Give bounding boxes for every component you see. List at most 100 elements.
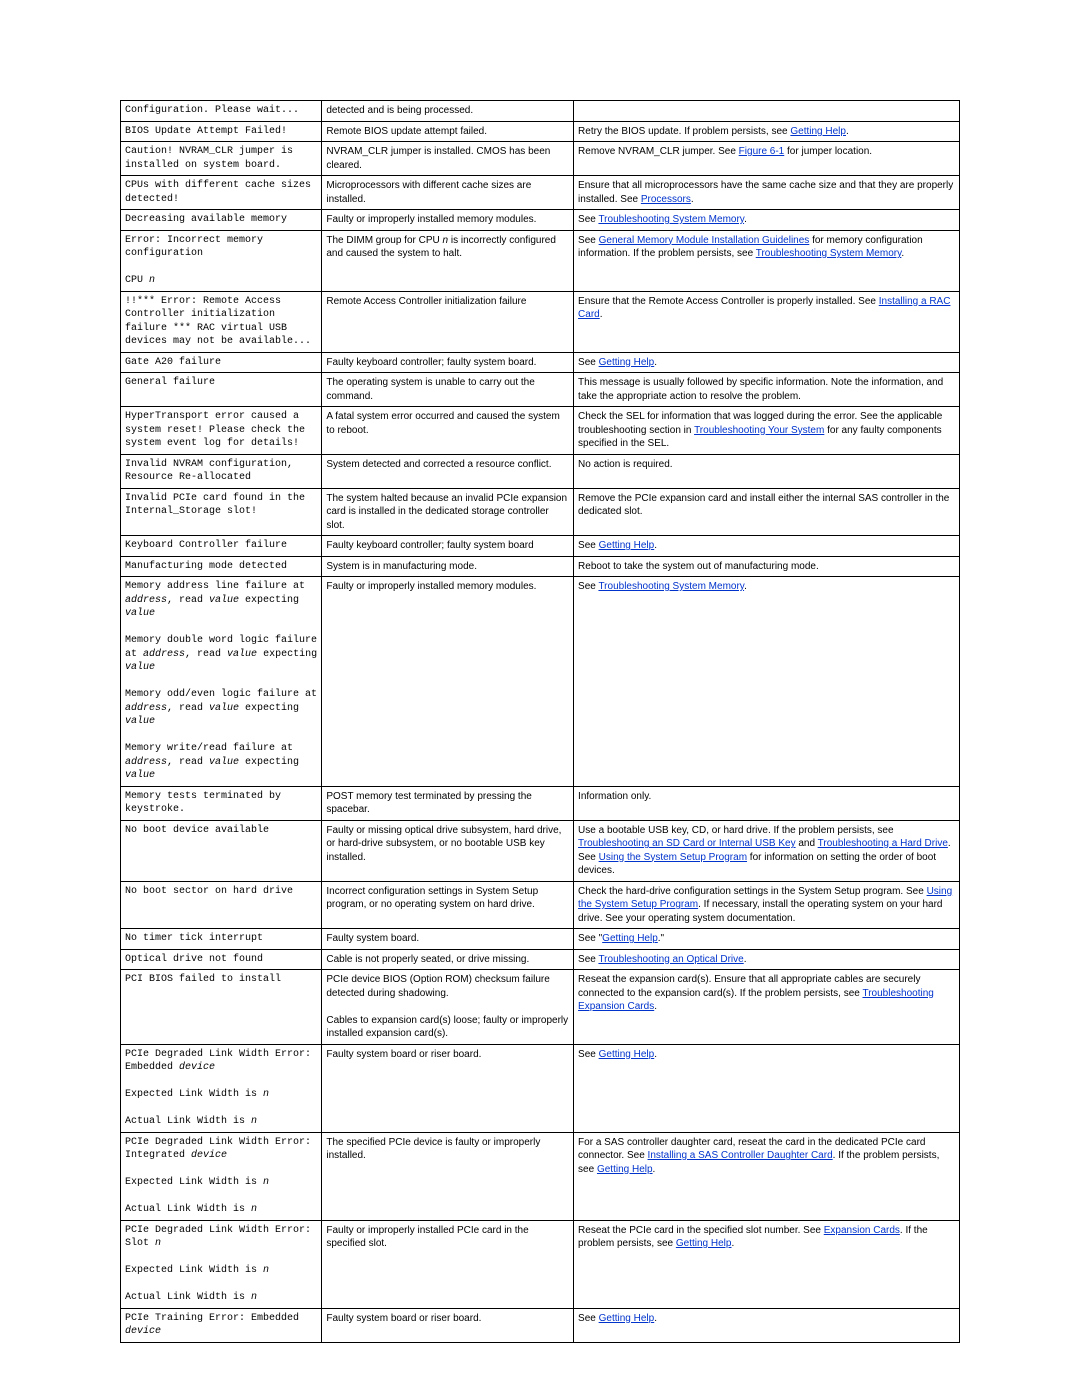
cause-cell: Faulty or improperly installed memory mo… [322,210,574,231]
link[interactable]: Troubleshooting an SD Card or Internal U… [578,838,796,849]
action-cell: Ensure that the Remote Access Controller… [574,291,960,352]
cause-cell: Faulty keyboard controller; faulty syste… [322,536,574,557]
message-cell: Gate A20 failure [121,352,322,373]
message-cell: Invalid PCIe card found in the Internal_… [121,488,322,536]
link[interactable]: Troubleshooting System Memory [598,214,744,225]
link[interactable]: Getting Help [599,1049,655,1060]
message-cell: Invalid NVRAM configuration, Resource Re… [121,454,322,488]
table-row: Memory address line failure at address, … [121,577,960,787]
action-cell: See Troubleshooting System Memory. [574,577,960,787]
message-cell: Memory tests terminated by keystroke. [121,786,322,820]
link[interactable]: Troubleshooting System Memory [756,248,902,259]
table-row: No boot device availableFaulty or missin… [121,820,960,881]
link[interactable]: Getting Help [599,1313,655,1324]
link[interactable]: Using the System Setup Program [599,852,747,863]
link[interactable]: Getting Help [676,1238,732,1249]
action-cell: Remove NVRAM_CLR jumper. See Figure 6-1 … [574,142,960,176]
cause-cell: A fatal system error occurred and caused… [322,407,574,455]
message-cell: Manufacturing mode detected [121,556,322,577]
message-cell: PCIe Degraded Link Width Error: Embedded… [121,1044,322,1132]
link[interactable]: Figure 6-1 [739,146,785,157]
table-row: BIOS Update Attempt Failed!Remote BIOS u… [121,121,960,142]
action-cell: Information only. [574,786,960,820]
action-cell: Reseat the expansion card(s). Ensure tha… [574,970,960,1045]
link[interactable]: General Memory Module Installation Guide… [599,235,810,246]
action-cell: See "Getting Help." [574,929,960,950]
table-row: Error: Incorrect memory configuration CP… [121,230,960,291]
link[interactable]: Using the System Setup Program [578,886,952,911]
table-row: PCIe Degraded Link Width Error: Embedded… [121,1044,960,1132]
message-cell: No boot device available [121,820,322,881]
link[interactable]: Troubleshooting an Optical Drive [598,954,743,965]
action-cell: Reboot to take the system out of manufac… [574,556,960,577]
action-cell: No action is required. [574,454,960,488]
cause-cell: Faulty or improperly installed memory mo… [322,577,574,787]
table-row: PCIe Degraded Link Width Error: Integrat… [121,1132,960,1220]
cause-cell: Remote Access Controller initialization … [322,291,574,352]
action-cell: Reseat the PCIe card in the specified sl… [574,1220,960,1308]
action-cell: Use a bootable USB key, CD, or hard driv… [574,820,960,881]
action-cell: Retry the BIOS update. If problem persis… [574,121,960,142]
table-row: Gate A20 failureFaulty keyboard controll… [121,352,960,373]
cause-cell: The system halted because an invalid PCI… [322,488,574,536]
message-cell: HyperTransport error caused a system res… [121,407,322,455]
cause-cell: Faulty keyboard controller; faulty syste… [322,352,574,373]
action-cell: See Getting Help. [574,1044,960,1132]
cause-cell: System is in manufacturing mode. [322,556,574,577]
message-cell: PCIe Degraded Link Width Error: Slot n E… [121,1220,322,1308]
table-row: Caution! NVRAM_CLR jumper is installed o… [121,142,960,176]
table-row: General failureThe operating system is u… [121,373,960,407]
link[interactable]: Installing a SAS Controller Daughter Car… [648,1150,833,1161]
system-messages-table: Configuration. Please wait...detected an… [120,100,960,1343]
message-cell: !!*** Error: Remote Access Controller in… [121,291,322,352]
action-cell: Ensure that all microprocessors have the… [574,176,960,210]
message-cell: General failure [121,373,322,407]
page: Configuration. Please wait...detected an… [0,0,1080,1383]
table-row: CPUs with different cache sizes detected… [121,176,960,210]
link[interactable]: Getting Help [790,126,846,137]
cause-cell: Faulty system board or riser board. [322,1044,574,1132]
table-row: Decreasing available memoryFaulty or imp… [121,210,960,231]
table-row: Configuration. Please wait...detected an… [121,101,960,122]
cause-cell: The specified PCIe device is faulty or i… [322,1132,574,1220]
link[interactable]: Expansion Cards [824,1225,900,1236]
table-row: PCIe Training Error: Embedded deviceFaul… [121,1308,960,1342]
link[interactable]: Getting Help [602,933,658,944]
message-cell: Configuration. Please wait... [121,101,322,122]
link[interactable]: Installing a RAC Card [578,296,950,321]
link[interactable]: Getting Help [599,540,655,551]
message-cell: Memory address line failure at address, … [121,577,322,787]
cause-cell: detected and is being processed. [322,101,574,122]
link[interactable]: Troubleshooting Your System [694,425,824,436]
table-row: PCI BIOS failed to installPCIe device BI… [121,970,960,1045]
cause-cell: Faulty or improperly installed PCIe card… [322,1220,574,1308]
message-cell: PCI BIOS failed to install [121,970,322,1045]
message-cell: No boot sector on hard drive [121,881,322,929]
message-cell: Error: Incorrect memory configuration CP… [121,230,322,291]
action-cell: See Getting Help. [574,1308,960,1342]
link[interactable]: Troubleshooting Expansion Cards [578,988,934,1013]
table-row: No timer tick interruptFaulty system boa… [121,929,960,950]
cause-cell: Remote BIOS update attempt failed. [322,121,574,142]
link[interactable]: Troubleshooting a Hard Drive [818,838,948,849]
cause-cell: Faulty system board or riser board. [322,1308,574,1342]
cause-cell: The operating system is unable to carry … [322,373,574,407]
table-row: Memory tests terminated by keystroke.POS… [121,786,960,820]
action-cell: See Getting Help. [574,352,960,373]
cause-cell: The DIMM group for CPU n is incorrectly … [322,230,574,291]
cause-cell: Microprocessors with different cache siz… [322,176,574,210]
link[interactable]: Troubleshooting System Memory [598,581,744,592]
message-cell: Keyboard Controller failure [121,536,322,557]
table-row: HyperTransport error caused a system res… [121,407,960,455]
link[interactable]: Processors [641,194,691,205]
cause-cell: Incorrect configuration settings in Syst… [322,881,574,929]
link[interactable]: Getting Help [597,1164,653,1175]
action-cell: For a SAS controller daughter card, rese… [574,1132,960,1220]
cause-cell: NVRAM_CLR jumper is installed. CMOS has … [322,142,574,176]
message-cell: Caution! NVRAM_CLR jumper is installed o… [121,142,322,176]
action-cell: See Troubleshooting System Memory. [574,210,960,231]
table-row: Invalid NVRAM configuration, Resource Re… [121,454,960,488]
action-cell: Check the hard-drive configuration setti… [574,881,960,929]
table-row: !!*** Error: Remote Access Controller in… [121,291,960,352]
link[interactable]: Getting Help [599,357,655,368]
